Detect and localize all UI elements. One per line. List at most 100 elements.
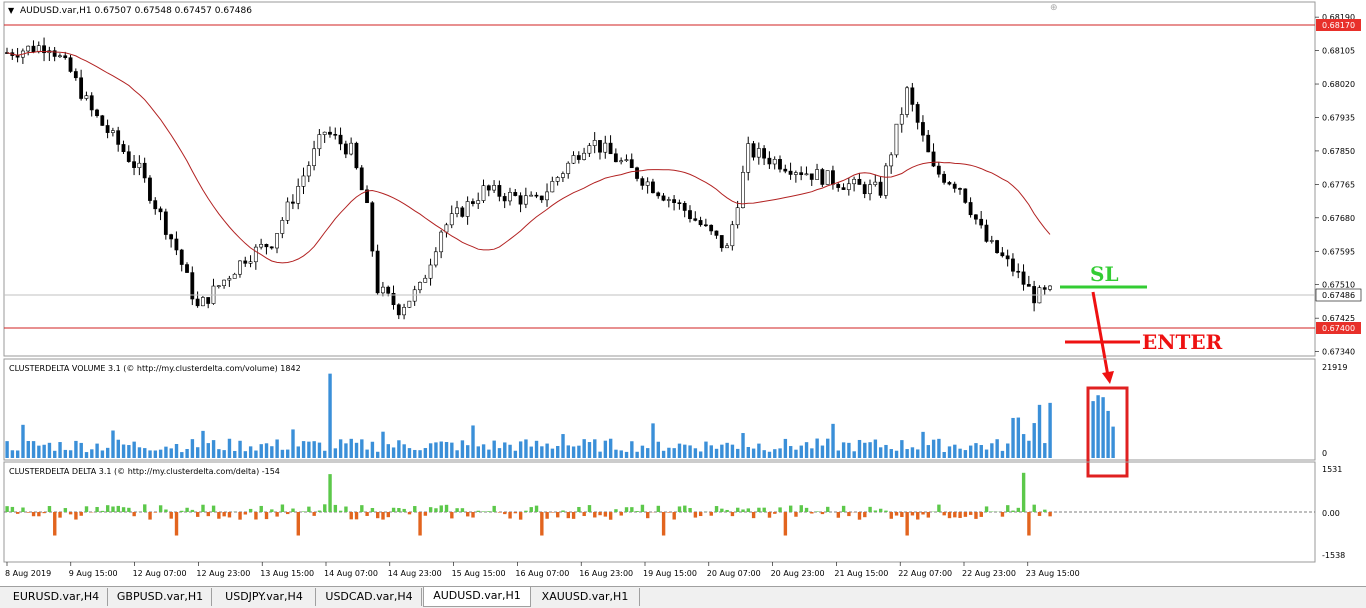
volume-bar	[233, 451, 236, 458]
trading-chart[interactable]: AUDUSD.var,H1 0.67507 0.67548 0.67457 0.…	[0, 0, 1366, 586]
volume-bar	[164, 447, 167, 458]
candle-body	[688, 211, 691, 219]
candle-body	[535, 195, 538, 196]
volume-bar	[117, 440, 120, 458]
volume-bar	[154, 450, 157, 458]
delta-bar	[440, 505, 443, 512]
candle-body	[360, 168, 363, 190]
volume-bar	[540, 446, 543, 458]
volume-bar	[477, 446, 480, 458]
candle-body	[741, 172, 744, 207]
volume-bar	[1106, 411, 1109, 458]
volume-bar	[302, 441, 305, 458]
delta-bar	[450, 512, 453, 518]
volume-bar	[249, 446, 252, 458]
resistance-level-label: 0.68170	[1322, 21, 1355, 30]
candle-body	[530, 195, 533, 196]
volume-bar	[895, 451, 898, 458]
time-tick-label: 16 Aug 23:00	[579, 569, 633, 578]
volume-indicator-title: CLUSTERDELTA VOLUME 3.1 (© http://my.clu…	[9, 364, 301, 373]
delta-bar	[736, 508, 739, 512]
volume-bar	[784, 439, 787, 458]
delta-bar	[572, 512, 575, 519]
candle-body	[821, 170, 824, 185]
current-price-label: 0.67486	[1322, 291, 1355, 300]
volume-bar	[868, 442, 871, 458]
tab-usdjpy-var-h4[interactable]: USDJPY.var,H4	[213, 588, 316, 606]
delta-bar	[582, 512, 585, 516]
volume-bar	[418, 450, 421, 458]
delta-bar	[53, 512, 56, 536]
delta-bar	[196, 512, 199, 517]
delta-bar	[185, 508, 188, 512]
candle-body	[355, 143, 358, 168]
delta-bar	[101, 511, 104, 512]
volume-bar	[657, 442, 660, 458]
delta-bar	[482, 511, 485, 512]
candle-body	[323, 132, 326, 134]
volume-bar	[175, 444, 178, 458]
delta-bar	[725, 510, 728, 512]
tab-eurusd-var-h4[interactable]: EURUSD.var,H4	[5, 588, 108, 606]
tab-xauusd-var-h1[interactable]: XAUUSD.var,H1	[531, 588, 640, 606]
candle-body	[196, 299, 199, 306]
volume-bar	[429, 443, 432, 458]
volume-bar	[286, 450, 289, 458]
price-tick-label: 0.67935	[1322, 113, 1355, 122]
delta-bar	[154, 512, 157, 513]
delta-bar	[132, 512, 135, 516]
candle-body	[482, 186, 485, 201]
delta-bar	[201, 505, 204, 512]
volume-bar	[482, 444, 485, 458]
delta-bar	[1011, 511, 1014, 512]
candle-body	[916, 104, 919, 122]
volume-bar	[995, 439, 998, 458]
delta-bar	[905, 512, 908, 536]
volume-bar	[672, 448, 675, 458]
volume-bar	[64, 450, 67, 458]
delta-bar	[344, 507, 347, 512]
chart-close-icon[interactable]: ⊕	[1050, 3, 1058, 13]
candle-body	[662, 196, 665, 200]
volume-bar	[731, 445, 734, 458]
delta-bar	[365, 512, 368, 516]
volume-bar	[424, 448, 427, 458]
candle-body	[561, 174, 564, 178]
volume-bar	[821, 446, 824, 458]
delta-bar	[662, 512, 665, 536]
candle-body	[503, 196, 506, 201]
delta-bar	[900, 512, 903, 517]
volume-bar	[662, 451, 665, 458]
candle-body	[937, 166, 940, 174]
delta-bar	[1033, 505, 1036, 512]
delta-bar	[1027, 512, 1030, 536]
delta-bar	[80, 512, 83, 516]
volume-bar	[127, 445, 130, 458]
candle-body	[424, 278, 427, 282]
header-triangle-icon[interactable]: ▼	[8, 6, 15, 15]
volume-bar	[519, 441, 522, 458]
delta-bar	[815, 511, 818, 512]
volume-bar	[1033, 423, 1036, 458]
price-tick-label: 0.67510	[1322, 281, 1355, 290]
delta-bar	[985, 506, 988, 512]
tab-audusd-var-h1[interactable]: AUDUSD.var,H1	[423, 587, 531, 607]
candle-body	[297, 186, 300, 203]
volume-bar	[604, 441, 607, 458]
volume-bar	[953, 445, 956, 458]
time-tick-label: 12 Aug 23:00	[196, 569, 250, 578]
tab-gbpusd-var-h1[interactable]: GBPUSD.var,H1	[109, 588, 212, 606]
candle-body	[826, 171, 829, 185]
volume-bar	[323, 451, 326, 458]
volume-bar	[710, 445, 713, 458]
tab-usdcad-var-h4[interactable]: USDCAD.var,H4	[317, 588, 422, 606]
volume-bar	[265, 443, 268, 458]
delta-bar	[64, 508, 67, 512]
delta-bar	[312, 512, 315, 516]
candle-body	[244, 261, 247, 263]
volume-bar	[900, 440, 903, 458]
volume-bar	[1017, 418, 1020, 458]
delta-bar	[387, 512, 390, 517]
volume-bar	[455, 450, 458, 458]
delta-bar	[355, 512, 358, 519]
